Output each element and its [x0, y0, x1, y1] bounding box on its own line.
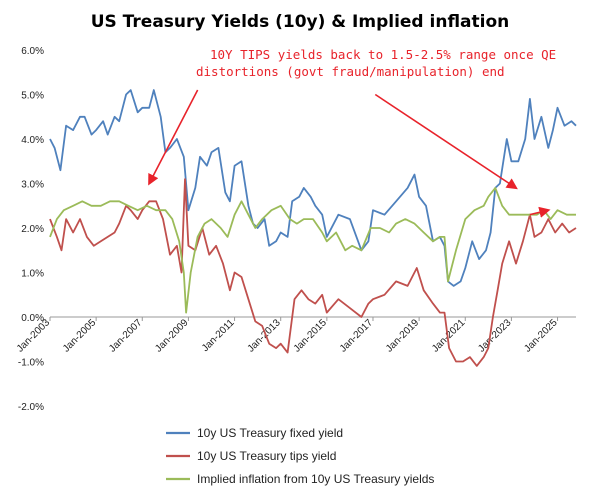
annotation-arrow	[529, 206, 551, 218]
x-tick-label: Jan-2009	[153, 317, 191, 355]
annotation-line-2: distortions (govt fraud/manipulation) en…	[196, 64, 505, 79]
y-tick-label: -2.0%	[18, 402, 44, 413]
y-tick-label: 2.0%	[21, 224, 44, 235]
y-tick-label: 1.0%	[21, 269, 44, 280]
annotation-arrow	[374, 93, 518, 190]
annotation-arrow	[148, 89, 199, 186]
x-tick-label: Jan-2019	[384, 317, 422, 355]
annotation-line-1: 10Y TIPS yields back to 1.5-2.5% range o…	[210, 47, 556, 62]
y-tick-label: 5.0%	[21, 91, 44, 102]
annotation-arrows	[148, 89, 551, 218]
x-tick-label: Jan-2023	[476, 317, 514, 355]
legend: 10y US Treasury fixed yield 10y US Treasu…	[166, 426, 434, 486]
x-tick-label: Jan-2005	[61, 317, 99, 355]
legend-label: Implied inflation from 10y US Treasury y…	[197, 472, 434, 486]
y-tick-label: 6.0%	[21, 46, 44, 57]
x-tick-label: Jan-2011	[200, 317, 237, 354]
series-line-3	[49, 187, 576, 314]
annotation: 10Y TIPS yields back to 1.5-2.5% range o…	[196, 47, 556, 79]
x-tick-label: Jan-2025	[522, 317, 560, 355]
x-tick-label: Jan-2013	[246, 317, 284, 355]
x-tick-label: Jan-2007	[107, 317, 145, 355]
y-axis: -2.0% -1.0% 0.0% 1.0% 2.0% 3.0% 4.0% 5.0% 6.0%	[18, 46, 44, 413]
y-tick-label: 3.0%	[21, 180, 44, 191]
legend-label: 10y US Treasury fixed yield	[197, 426, 343, 440]
series-line-1	[49, 89, 577, 287]
y-tick-label: 4.0%	[21, 135, 44, 146]
y-tick-label: -1.0%	[18, 358, 44, 369]
legend-label: 10y US Treasury tips yield	[197, 449, 336, 463]
x-tick-label: Jan-2015	[292, 317, 330, 355]
x-tick-label: Jan-2017	[338, 317, 376, 355]
series-layer	[49, 89, 577, 367]
y-tick-label: 0.0%	[21, 313, 44, 324]
chart-title: US Treasury Yields (10y) & Implied infla…	[91, 12, 510, 32]
series-line-2	[49, 178, 577, 367]
